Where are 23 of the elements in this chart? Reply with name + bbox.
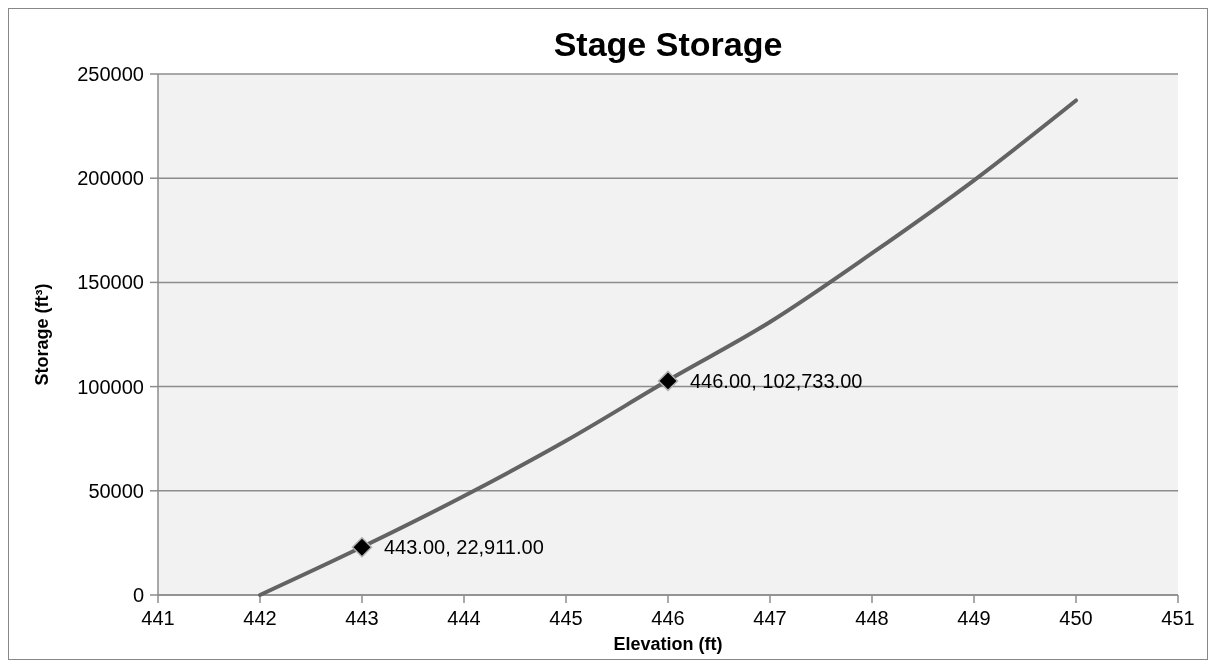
x-tick-label: 447 xyxy=(753,607,787,629)
x-tick-label: 446 xyxy=(651,607,685,629)
y-tick-label: 50000 xyxy=(88,479,144,502)
y-axis-title: Storage (ft³) xyxy=(32,283,52,386)
x-tick-label: 448 xyxy=(855,607,889,629)
y-tick-label: 150000 xyxy=(77,271,144,294)
y-tick-label: 250000 xyxy=(77,63,144,85)
data-label: 446.00, 102,733.00 xyxy=(690,369,863,392)
chart-title: Stage Storage xyxy=(553,25,783,63)
y-tick-label: 200000 xyxy=(77,167,144,190)
x-tick-label: 449 xyxy=(957,607,991,629)
y-tick-label: 100000 xyxy=(77,375,144,398)
x-tick-label: 445 xyxy=(549,607,583,629)
x-tick-label: 443 xyxy=(345,607,379,629)
x-tick-label: 444 xyxy=(447,607,481,629)
data-label: 443.00, 22,911.00 xyxy=(384,536,544,559)
x-axis-title: Elevation (ft) xyxy=(613,634,723,654)
x-tick-label: 441 xyxy=(141,607,175,629)
y-tick-label: 0 xyxy=(132,584,144,606)
line-series xyxy=(258,98,1078,597)
x-tick-label: 450 xyxy=(1059,607,1093,629)
x-tick-label: 451 xyxy=(1161,607,1195,629)
x-tick-label: 442 xyxy=(243,607,277,629)
